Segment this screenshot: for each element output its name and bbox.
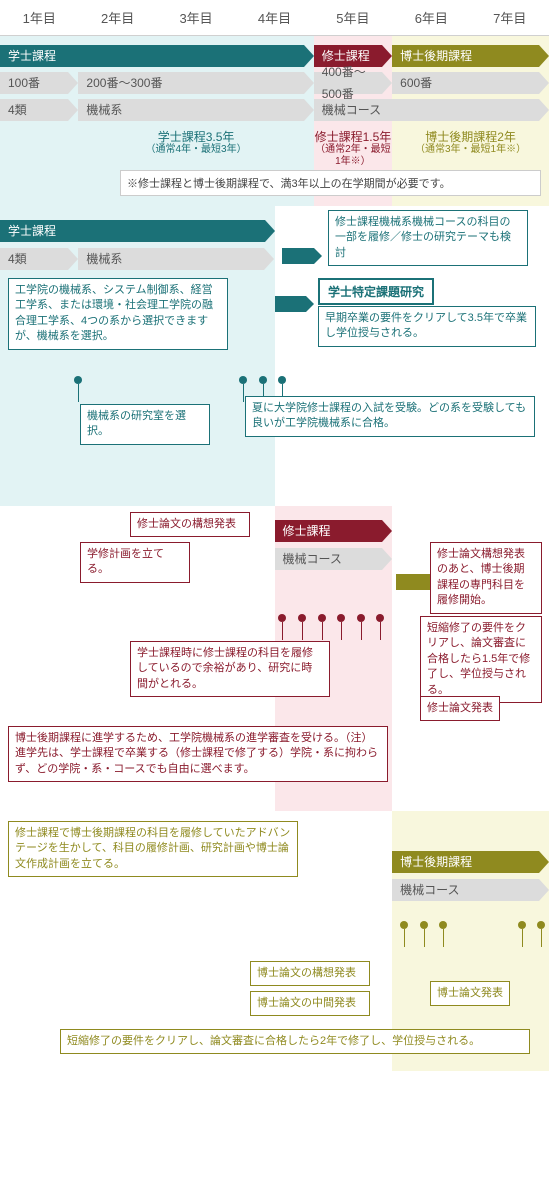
bar-200番〜300番: 200番〜300番 [78,72,303,94]
row-levels: 100番 200番〜300番 400番〜500番 600番 [0,72,549,96]
segment [396,574,431,590]
annotation-box: 修士論文の構想発表 [130,512,250,537]
annotation-box: 夏に大学院修士課程の入試を受験。どの系を受験しても良いが工学院機械系に合格。 [245,396,535,437]
segment [275,296,306,312]
year-label-1: 1年目 [0,0,78,35]
duration-label: 博士後期課程2年（通常3年・最短1年※） [392,130,549,156]
bar-機械コース: 機械コース [392,879,539,901]
timeline-dot [518,921,526,929]
bar-4類: 4類 [0,248,68,270]
annotation-box: 修士論文発表 [420,696,500,721]
bar-学士課程: 学士課程 [0,220,265,242]
timeline-dot [400,921,408,929]
annotation-box: 修士課程で博士後期課程の科目を履修していたアドバンテージを生かして、科目の履修計… [8,821,298,877]
annotation-box: 修士論文構想発表のあと、博士後期課程の専門科目を履修開始。 [430,542,542,614]
bar-博士後期課程: 博士後期課程 [392,45,539,67]
bar-機械コース: 機械コース [314,99,539,121]
annotation-box: 機械系の研究室を選択。 [80,404,210,445]
annotation-box: 博士後期課程に進学するため、工学院機械系の進学審査を受ける。（注）進学先は、学士… [8,726,388,782]
timeline-dot [357,614,365,622]
bar-修士課程: 修士課程 [275,520,383,542]
annotation-box: 短縮修了の要件をクリアし、論文審査に合格したら1.5年で修了し、学位授与される。 [420,616,542,703]
year-label-7: 7年目 [471,0,549,35]
duration-label: 修士課程1.5年（通常2年・最短1年※） [314,130,392,168]
row-dept: 4類機械系機械コース [0,99,549,123]
timeline-dot [420,921,428,929]
annotation-box: 博士論文の中間発表 [250,991,370,1016]
duration-label: 学士課程3.5年（通常4年・最短3年） [78,130,313,156]
row-programs: 学士課程修士課程博士後期課程 [0,45,549,69]
bar-400番〜500番: 400番〜500番 [314,72,382,94]
bar-4類: 4類 [0,99,68,121]
year-label-2: 2年目 [78,0,156,35]
annotation-box: 学士課程時に修士課程の科目を履修しているので余裕があり、研究に時間がとれる。 [130,641,330,697]
annotation-box: 短縮修了の要件をクリアし、論文審査に合格したら2年で修了し、学位授与される。 [60,1029,530,1054]
year-label-6: 6年目 [392,0,470,35]
segment [282,248,313,264]
section-master: 修士課程機械コース 修士論文の構想発表学修計画を立てる。 修士論文構想発表のあと、博… [0,506,549,811]
timeline-dot [318,614,326,622]
bar-博士後期課程: 博士後期課程 [392,851,539,873]
section-doctor: 博士後期課程機械コース 修士課程で博士後期課程の科目を履修していたアドバンテージを… [0,811,549,1071]
year-label-5: 5年目 [314,0,392,35]
bar-機械系: 機械系 [78,248,264,270]
year-label-4: 4年目 [235,0,313,35]
annotation-box: 博士論文の構想発表 [250,961,370,986]
annotation-box: 学修計画を立てる。 [80,542,190,583]
bar-100番: 100番 [0,72,68,94]
bar-機械コース: 機械コース [275,548,383,570]
section-overview: 学士課程修士課程博士後期課程 100番 200番〜300番 400番〜500番 600番… [0,36,549,206]
academic-progression-chart: 1年目2年目3年目4年目5年目6年目7年目 学士課程修士課程博士後期課程100番… [0,0,549,1071]
duration-note: ※修士課程と博士後期課程で、満3年以上の在学期間が必要です。 [120,170,541,196]
bar-600番: 600番 [392,72,539,94]
bar-機械系: 機械系 [78,99,303,121]
year-label-3: 3年目 [157,0,235,35]
year-header-row: 1年目2年目3年目4年目5年目6年目7年目 [0,0,549,36]
annotation-box: 早期卒業の要件をクリアして3.5年で卒業し学位授与される。 [318,306,536,347]
annotation-box: 修士課程機械系機械コースの科目の一部を履修／修士の研究テーマも検討 [328,210,528,266]
annotation-title: 学士特定課題研究 [318,278,434,305]
section-bachelor: 学士課程 4類機械系学士特定課題研究 修士課程機械系機械コースの科目の一部を履修／修… [0,206,549,506]
annotation-box: 工学院の機械系、システム制御系、経営工学系、または環境・社会理工学院の融合理工学… [8,278,228,350]
timeline-dot [259,376,267,384]
annotation-box: 博士論文発表 [430,981,510,1006]
bar-学士課程: 学士課程 [0,45,304,67]
timeline-dot [298,614,306,622]
